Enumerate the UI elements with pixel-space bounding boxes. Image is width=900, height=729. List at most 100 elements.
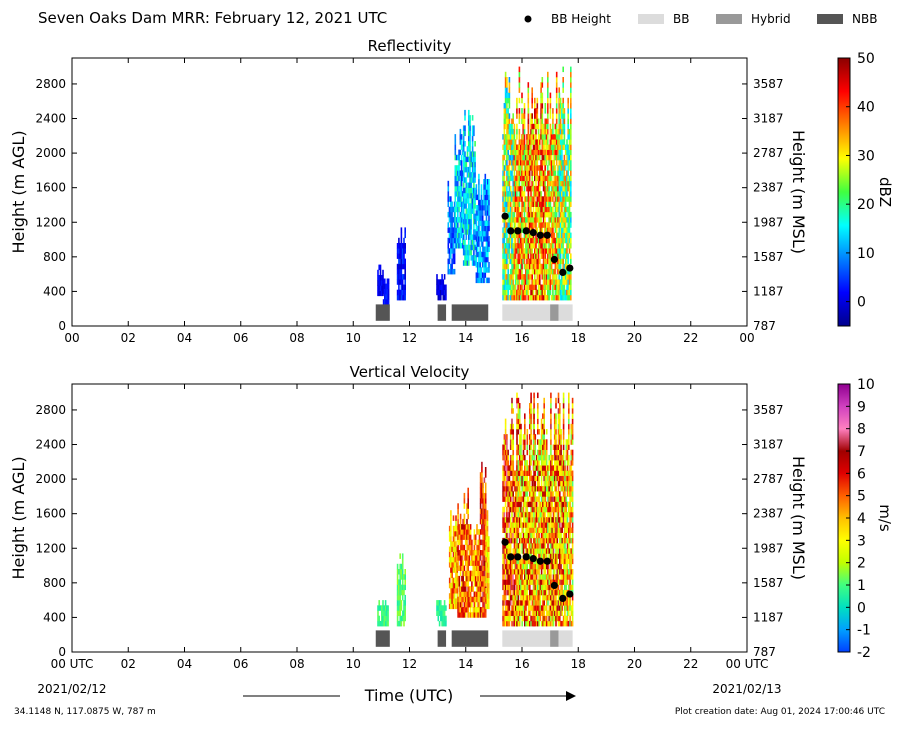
heatmap-cell [544,145,546,151]
heatmap-cell [511,238,513,244]
heatmap-cell [550,413,552,419]
heatmap-cell [538,460,540,466]
heatmap-cell [457,514,459,520]
heatmap-cell [527,450,529,456]
heatmap-cell [556,72,558,78]
heatmap-cell [566,248,568,254]
heatmap-cell [488,536,490,542]
heatmap-cell [552,196,554,202]
heatmap-cell [530,471,532,477]
heatmap-cell [471,229,473,235]
heatmap-cell [562,67,564,73]
heatmap-cell [460,571,462,577]
heatmap-cell [488,573,490,579]
heatmap-cell [509,87,511,93]
heatmap-cell [404,243,406,249]
heatmap-cell [474,172,476,178]
heatmap-cell [531,176,533,182]
heatmap-cell [440,295,442,301]
heatmap-cell [445,295,447,301]
heatmap-cell [505,595,507,601]
heatmap-cell [539,145,541,151]
heatmap-cell [550,605,552,611]
heatmap-cell [458,207,460,213]
heatmap-cell [481,184,483,190]
heatmap-cell [550,124,552,130]
heatmap-cell [545,496,547,502]
heatmap-cell [519,543,521,549]
x-tick-label: 22 [683,331,698,345]
heatmap-cell [552,243,554,249]
heatmap-cell [467,493,469,499]
heatmap-cell [488,588,490,594]
heatmap-cell [537,403,539,409]
heatmap-cell [516,108,518,114]
heatmap-cell [473,250,475,256]
heatmap-cell [543,434,545,440]
plot-frame [72,58,747,326]
heatmap-cell [404,233,406,239]
x-tick-label: 08 [289,331,304,345]
heatmap-cell [520,491,522,497]
heatmap-cell [533,398,535,404]
heatmap-cell [457,560,459,566]
heatmap-cell [533,595,535,601]
heatmap-cell [449,578,451,584]
heatmap-cell [521,460,523,466]
heatmap-cell [510,186,512,192]
heatmap-cell [548,522,550,528]
heatmap-cell [531,119,533,125]
heatmap-cell [535,450,537,456]
heatmap-cell [545,165,547,171]
heatmap-cell [531,248,533,254]
heatmap-cell [546,455,548,461]
heatmap-cell [543,150,545,156]
heatmap-cell [511,403,513,409]
heatmap-cell [504,238,506,244]
heatmap-cell [505,502,507,508]
y2-axis-label: Height (m MSL) [789,130,808,254]
heatmap-cell [512,113,514,119]
colorbar-tick-label: 50 [857,51,875,67]
heatmap-cell [504,155,506,161]
colorbar [838,58,850,326]
heatmap-cell [488,267,490,273]
heatmap-cell [516,124,518,130]
heatmap-cell [547,600,549,606]
heatmap-cell [524,424,526,430]
colorbar-tick-label: 10 [857,246,875,262]
heatmap-cell [451,222,453,228]
heatmap-cell [523,507,525,513]
heatmap-cell [550,569,552,575]
heatmap-cell [455,212,457,218]
heatmap-cell [528,98,530,104]
heatmap-cell [451,212,453,218]
heatmap-cell [515,253,517,259]
heatmap-cell [543,408,545,414]
heatmap-cell [481,267,483,273]
heatmap-cell [562,87,564,93]
heatmap-cell [467,503,469,509]
heatmap-cell [525,207,527,213]
heatmap-cell [562,243,564,249]
heatmap-cell [516,491,518,497]
heatmap-cell [404,269,406,275]
heatmap-cell [547,124,549,130]
heatmap-cell [532,507,534,513]
heatmap-cell [506,160,508,166]
heatmap-cell [555,413,557,419]
heatmap-cell [541,476,543,482]
heatmap-cell [535,129,537,135]
heatmap-cell [541,419,543,425]
heatmap-cell [470,592,472,598]
heatmap-cell [466,203,468,209]
heatmap-cell [570,98,572,104]
heatmap-cell [556,274,558,280]
heatmap-cell [538,124,540,130]
heatmap-cell [548,295,550,301]
heatmap-cell [570,124,572,130]
heatmap-cell [570,196,572,202]
heatmap-cell [550,113,552,119]
heatmap-cell [570,186,572,192]
heatmap-cell [511,419,513,425]
